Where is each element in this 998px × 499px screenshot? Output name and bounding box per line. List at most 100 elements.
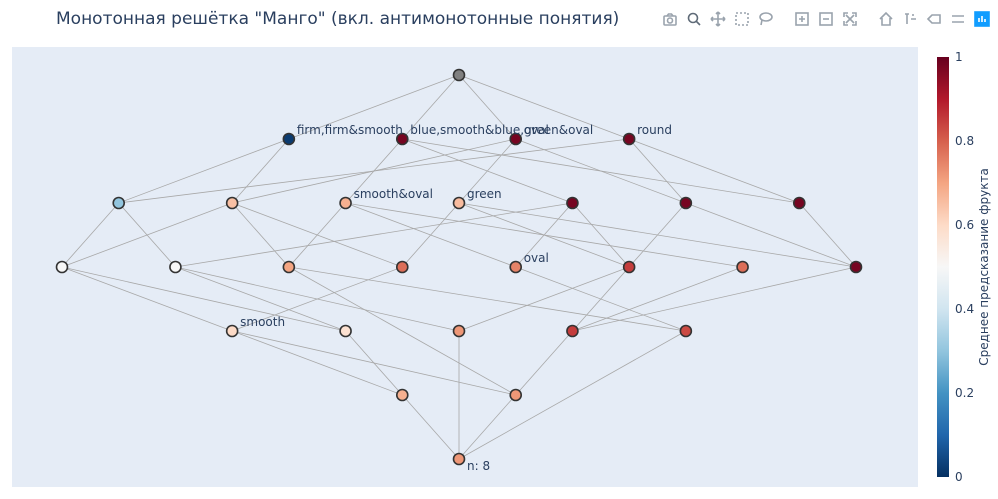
lattice-node-e1[interactable] [395, 388, 409, 402]
lattice-edge [458, 74, 517, 140]
lattice-node-b3[interactable] [339, 196, 352, 210]
lattice-node-c8[interactable] [849, 260, 863, 274]
lattice-edge [231, 138, 290, 204]
colorbar-tick-label: 0.2 [955, 386, 974, 400]
lattice-edge [628, 138, 687, 204]
lattice-edge [572, 202, 630, 268]
node-label-b3: smooth&oval [354, 187, 433, 201]
lattice-edge [175, 202, 573, 268]
lattice-node-a3[interactable] [509, 132, 523, 146]
hover-closest-icon[interactable] [924, 9, 944, 29]
lattice-edge [458, 330, 687, 460]
lattice-edge [458, 74, 630, 140]
lattice-edge [458, 394, 517, 460]
lattice-edge [515, 330, 573, 396]
lattice-node-c5[interactable] [509, 260, 523, 274]
lattice-edge [572, 266, 743, 332]
lattice-edge [232, 266, 403, 332]
lattice-edge [175, 266, 346, 332]
modebar [660, 9, 992, 31]
lattice-edge [798, 202, 857, 268]
lattice-node-c3[interactable] [282, 260, 296, 274]
lattice-node-a2[interactable] [395, 132, 409, 146]
lattice-node-d5[interactable] [679, 324, 693, 338]
node-label-bottom: n: 8 [467, 459, 490, 473]
lattice-node-e2[interactable] [509, 388, 523, 402]
lattice-node-b2[interactable] [225, 196, 239, 210]
node-label-a2: blue,smooth&blue,green&oval [410, 123, 593, 137]
lattice-node-bottom[interactable] [452, 452, 466, 466]
lattice-edge [458, 266, 630, 332]
lattice-edge [118, 138, 289, 204]
lattice-node-top[interactable] [452, 68, 466, 82]
lattice-node-d3[interactable] [452, 324, 466, 338]
lattice-edge [515, 266, 686, 332]
node-label-a1: firm,firm&smooth [297, 123, 403, 137]
colorbar-tick-label: 0.8 [955, 134, 974, 148]
label-layer: firm,firm&smooth blue,smooth&blue,green&o… [240, 123, 672, 473]
lattice-edge [401, 394, 460, 460]
lattice-edge [288, 202, 346, 268]
lattice-node-d4[interactable] [566, 324, 579, 338]
lattice-edge [288, 266, 516, 396]
home-icon[interactable] [876, 9, 896, 29]
lattice-node-c6[interactable] [622, 260, 636, 274]
colorbar-tick-label: 0 [955, 470, 963, 484]
lattice-edge [231, 202, 290, 268]
pan-icon[interactable] [708, 9, 728, 29]
zoom-out-icon[interactable] [816, 9, 836, 29]
lattice-edge [118, 138, 630, 204]
colorbar-tick-label: 1 [955, 50, 963, 64]
colorbar-title: Среднее предсказание фрукта [977, 168, 991, 366]
hover-compare-icon[interactable] [948, 9, 968, 29]
node-label-a4: round [637, 123, 672, 137]
lattice-edge [515, 202, 573, 268]
lattice-edge [572, 266, 857, 332]
autoscale-icon[interactable] [840, 9, 860, 29]
lattice-node-b1[interactable] [112, 196, 126, 210]
colorbar-tick-label: 0.6 [955, 218, 974, 232]
node-label-a3: oval [524, 123, 549, 137]
lattice-node-b5[interactable] [566, 196, 579, 210]
lattice-node-c7[interactable] [736, 260, 749, 274]
node-label-b4: green [467, 187, 502, 201]
lattice-edge [61, 202, 233, 268]
zoom-in-icon[interactable] [792, 9, 812, 29]
node-label-d1: smooth [240, 315, 285, 329]
camera-icon[interactable] [660, 9, 680, 29]
lattice-edge [61, 202, 120, 268]
zoom-icon[interactable] [684, 9, 704, 29]
plotly-logo-icon[interactable] [972, 9, 992, 29]
lattice-edge [685, 202, 857, 268]
colorbar-tick-label: 0.4 [955, 302, 974, 316]
lattice-edge [629, 138, 800, 204]
lattice-edge [61, 266, 233, 332]
chart-title: Монотонная решётка "Манго" (вкл. антимон… [56, 9, 620, 29]
spike-lines-icon[interactable] [900, 9, 920, 29]
plot-background [12, 47, 918, 487]
colorbar-gradient [937, 57, 949, 477]
lattice-node-b7[interactable] [792, 196, 806, 210]
lattice-node-b4[interactable] [452, 196, 466, 210]
lattice-node-b6[interactable] [679, 196, 693, 210]
lattice-node-a1[interactable] [282, 132, 296, 146]
lattice-edge [61, 266, 346, 332]
box-select-icon[interactable] [732, 9, 752, 29]
edge-layer [61, 74, 857, 460]
lattice-node-d2[interactable] [339, 324, 352, 338]
lattice-node-c1[interactable] [55, 260, 69, 274]
lattice-edge [458, 138, 517, 204]
node-label-c5: oval [524, 251, 549, 265]
lattice-node-a4[interactable] [622, 132, 636, 146]
lattice-node-c2[interactable] [169, 260, 182, 274]
lattice-node-c4[interactable] [395, 260, 409, 274]
lattice-edge [232, 330, 403, 396]
colorbar: 0 0.2 0.4 0.6 0.8 1 Среднее предсказание фрукт… [937, 50, 991, 484]
lasso-select-icon[interactable] [756, 9, 776, 29]
node-layer [55, 68, 863, 466]
lattice-edge [288, 74, 460, 140]
lattice-edge [401, 202, 460, 268]
lattice-edge [401, 74, 460, 140]
lattice-node-d1[interactable] [225, 324, 239, 338]
